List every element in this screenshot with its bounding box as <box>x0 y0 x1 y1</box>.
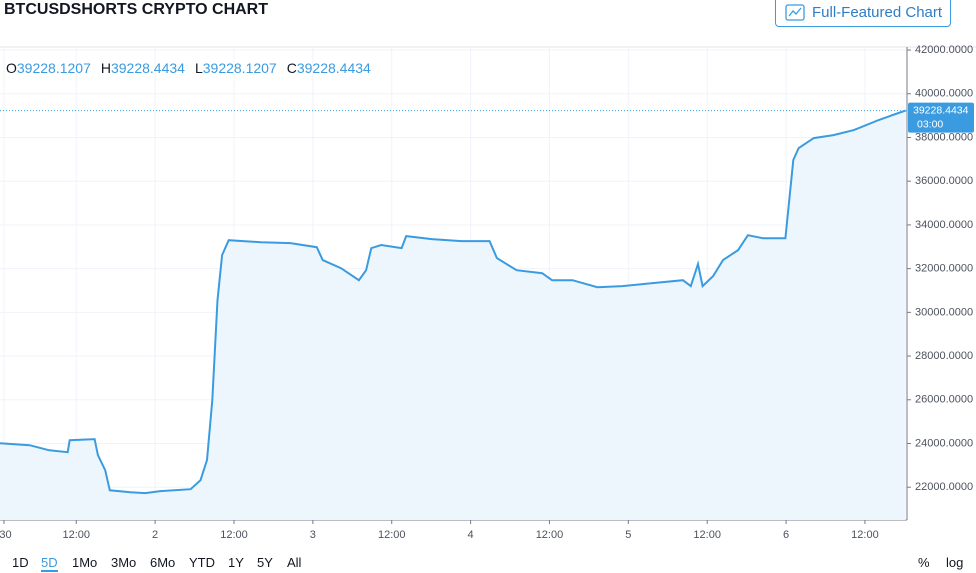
x-tick-label: 2 <box>152 529 158 541</box>
range-button[interactable]: 5D <box>41 555 58 572</box>
x-tick-label: 12:00 <box>62 529 90 541</box>
chart-icon <box>785 4 805 21</box>
range-button[interactable]: All <box>287 555 302 570</box>
y-tick-label: 32000.0000 <box>915 263 973 275</box>
last-price-box <box>908 102 974 133</box>
x-tick-label: 12:00 <box>220 529 248 541</box>
ohlc-label: O <box>6 60 17 76</box>
y-tick-label: 26000.0000 <box>915 394 973 406</box>
countdown-label: 03:00 <box>917 118 943 130</box>
range-button[interactable]: 1Mo <box>72 555 98 570</box>
y-tick-label: 30000.0000 <box>915 306 973 318</box>
price-line <box>0 109 907 495</box>
x-tick-label: 5 <box>625 529 631 541</box>
x-tick-label: 12:00 <box>536 529 564 541</box>
y-tick-label: 38000.0000 <box>915 131 973 143</box>
x-tick-label: :30 <box>0 529 12 541</box>
x-tick-label: 6 <box>783 529 789 541</box>
last-price-label: 39228.4434 <box>913 104 969 116</box>
range-button[interactable]: 6Mo <box>150 555 176 570</box>
y-tick-label: 40000.0000 <box>915 88 973 100</box>
range-button[interactable]: 1D <box>12 555 29 570</box>
full-chart-button[interactable]: Full-Featured Chart <box>775 0 951 27</box>
button-label: Full-Featured Chart <box>812 4 943 21</box>
ohlc-legend: O39228.1207 H39228.4434 L39228.1207 C39228.… <box>6 60 381 76</box>
ohlc-label: H <box>100 60 111 76</box>
x-tick-label: 12:00 <box>378 529 406 541</box>
y-tick-label: 24000.0000 <box>915 437 973 449</box>
range-button[interactable]: 1Y <box>228 555 244 570</box>
ohlc-value: 39228.1207 <box>202 60 277 76</box>
x-tick-label: 4 <box>468 529 474 541</box>
x-tick-label: 12:00 <box>851 529 879 541</box>
ohlc-label: L <box>194 60 203 76</box>
scale-button[interactable]: log <box>946 555 964 570</box>
y-tick-label: 36000.0000 <box>915 175 973 187</box>
ohlc-value: 39228.4434 <box>296 60 371 76</box>
range-button[interactable]: YTD <box>189 555 215 570</box>
ohlc-label: C <box>286 60 297 76</box>
ohlc-value: 39228.1207 <box>16 60 91 76</box>
x-tick-label: 3 <box>310 529 316 541</box>
range-button[interactable]: 3Mo <box>111 555 137 570</box>
y-tick-label: 22000.0000 <box>915 481 973 493</box>
y-tick-label: 34000.0000 <box>915 219 973 231</box>
area-fill <box>0 110 906 520</box>
y-tick-label: 42000.0000 <box>915 44 973 56</box>
title: BTCUSDSHORTS CRYPTO CHART <box>4 1 269 18</box>
range-button[interactable]: 5Y <box>257 555 273 570</box>
ohlc-value: 39228.4434 <box>110 60 185 76</box>
x-tick-label: 12:00 <box>693 529 721 541</box>
scale-button[interactable]: % <box>918 555 930 570</box>
y-tick-label: 28000.0000 <box>915 350 973 362</box>
